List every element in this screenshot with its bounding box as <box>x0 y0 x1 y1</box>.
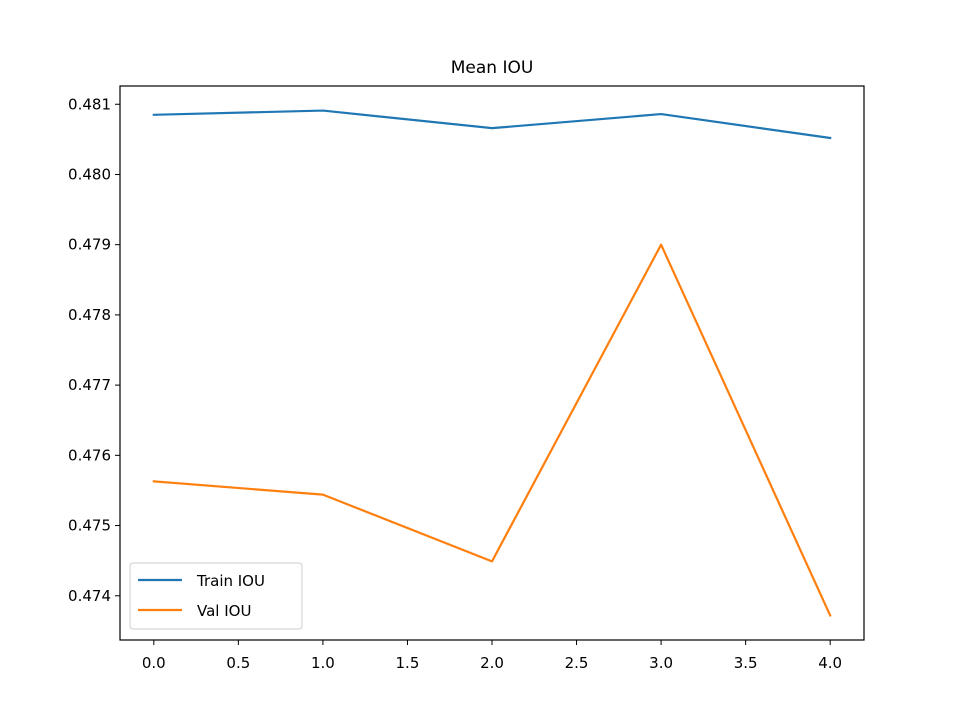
x-tick-label: 4.0 <box>818 654 842 672</box>
x-tick-label: 0.5 <box>226 654 250 672</box>
x-tick-label: 2.0 <box>480 654 504 672</box>
x-tick-label: 0.0 <box>142 654 166 672</box>
x-tick-label: 2.5 <box>565 654 589 672</box>
y-tick-label: 0.481 <box>68 95 111 113</box>
chart-title: Mean IOU <box>451 58 534 78</box>
y-tick-label: 0.475 <box>68 517 111 535</box>
y-tick-label: 0.476 <box>68 446 111 464</box>
legend-label-2: Val IOU <box>197 602 251 620</box>
x-tick-label: 3.0 <box>649 654 673 672</box>
legend-label-1: Train IOU <box>196 572 265 590</box>
legend: Train IOU Val IOU <box>129 562 303 630</box>
y-tick-label: 0.478 <box>68 306 111 324</box>
x-tick-label: 3.5 <box>734 654 758 672</box>
series-line-2 <box>152 243 832 617</box>
x-tick-label: 1.5 <box>396 654 420 672</box>
y-tick-label: 0.474 <box>68 587 111 605</box>
series-line-1 <box>152 109 832 140</box>
y-tick-label: 0.477 <box>68 376 111 394</box>
y-tick-label: 0.479 <box>68 236 111 254</box>
y-tick-label: 0.480 <box>68 165 111 183</box>
x-tick-label: 1.0 <box>311 654 335 672</box>
